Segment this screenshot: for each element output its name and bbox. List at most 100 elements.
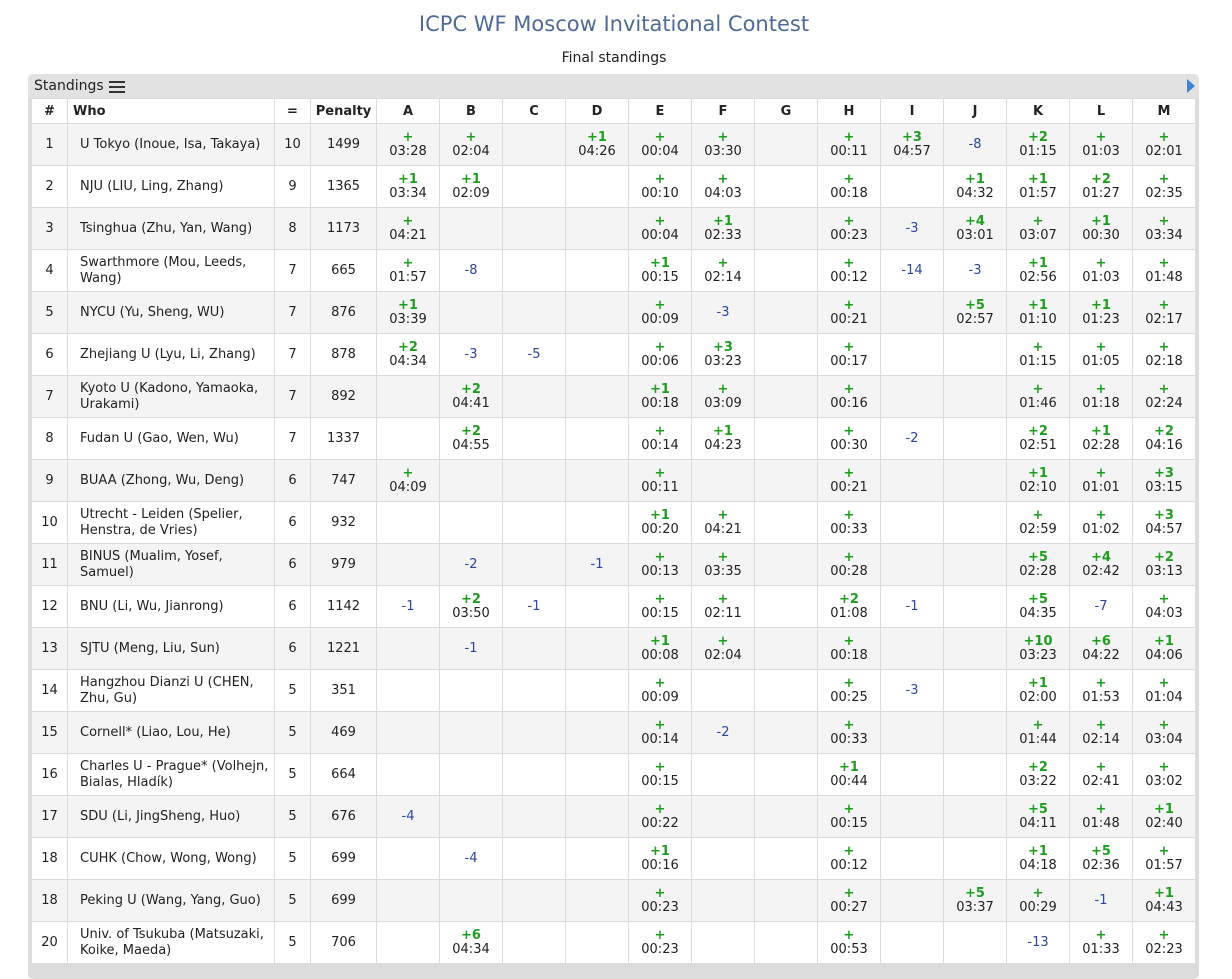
problem-cell — [377, 670, 439, 711]
problem-cell — [566, 796, 628, 837]
column-header-d[interactable]: D — [566, 99, 628, 123]
column-header-rank[interactable]: # — [32, 99, 67, 123]
column-header-c[interactable]: C — [503, 99, 565, 123]
problem-cell — [692, 796, 754, 837]
problem-cell: +4 03:01 — [944, 208, 1006, 249]
team-name[interactable]: BINUS (Mualim, Yosef, Samuel) — [68, 544, 274, 585]
accepted-mark: + — [654, 213, 666, 229]
problem-cell — [503, 754, 565, 795]
team-name[interactable]: Zhejiang U (Lyu, Li, Zhang) — [68, 334, 274, 375]
problem-cell: +01:02 — [1070, 502, 1132, 543]
accepted-mark: + — [843, 507, 855, 523]
problem-cell: +01:53 — [1070, 670, 1132, 711]
problem-cell — [755, 250, 817, 291]
problem-cell — [503, 838, 565, 879]
team-name[interactable]: Cornell* (Liao, Lou, He) — [68, 712, 274, 753]
team-name[interactable]: Kyoto U (Kadono, Yamaoka, Urakami) — [68, 376, 274, 417]
problem-cell: +2 04:16 — [1133, 418, 1195, 459]
team-name[interactable]: Peking U (Wang, Yang, Guo) — [68, 880, 274, 921]
solve-time: 02:28 — [1019, 563, 1057, 579]
problem-cell: +00:15 — [629, 754, 691, 795]
column-header-k[interactable]: K — [1007, 99, 1069, 123]
team-name[interactable]: CUHK (Chow, Wong, Wong) — [68, 838, 274, 879]
solve-time: 03:07 — [1019, 227, 1057, 243]
problem-cell: +00:27 — [818, 880, 880, 921]
problem-cell — [440, 670, 502, 711]
column-header-i[interactable]: I — [881, 99, 943, 123]
penalty-cell: 351 — [311, 670, 376, 711]
column-header-j[interactable]: J — [944, 99, 1006, 123]
team-name[interactable]: U Tokyo (Inoue, Isa, Takaya) — [68, 124, 274, 165]
accepted-mark: + — [1095, 927, 1107, 943]
column-header-who[interactable]: Who — [68, 99, 274, 123]
problem-cell — [503, 292, 565, 333]
problem-cell — [503, 796, 565, 837]
accepted-mark: + — [717, 633, 729, 649]
team-name[interactable]: BNU (Li, Wu, Jianrong) — [68, 586, 274, 627]
problem-cell — [755, 544, 817, 585]
problem-cell — [566, 376, 628, 417]
problem-cell — [566, 586, 628, 627]
solve-time: 01:10 — [1019, 311, 1057, 327]
problem-cell: -2 — [881, 418, 943, 459]
arrow-right-icon[interactable] — [1187, 79, 1195, 93]
team-name[interactable]: Tsinghua (Zhu, Yan, Wang) — [68, 208, 274, 249]
problem-cell: +02:35 — [1133, 166, 1195, 207]
problem-cell — [755, 880, 817, 921]
table-row: 14 Hangzhou Dianzi U (CHEN, Zhu, Gu) 5 351 +… — [32, 670, 1195, 711]
table-row: 17 SDU (Li, JingSheng, Huo) 5 676 -4 +00:22 +0… — [32, 796, 1195, 837]
problem-cell — [566, 712, 628, 753]
column-header-penalty[interactable]: Penalty — [311, 99, 376, 123]
problem-cell: +5 02:57 — [944, 292, 1006, 333]
accepted-mark: +2 — [461, 591, 481, 607]
column-header-m[interactable]: M — [1133, 99, 1195, 123]
accepted-mark: + — [843, 129, 855, 145]
problem-cell: +5 02:36 — [1070, 838, 1132, 879]
problem-cell — [755, 796, 817, 837]
rank-cell: 18 — [32, 838, 67, 879]
problem-cell — [503, 376, 565, 417]
solve-time: 03:50 — [452, 605, 490, 621]
team-name[interactable]: BUAA (Zhong, Wu, Deng) — [68, 460, 274, 501]
team-name[interactable]: NYCU (Yu, Sheng, WU) — [68, 292, 274, 333]
team-name[interactable]: SDU (Li, JingSheng, Huo) — [68, 796, 274, 837]
solve-time: 03:22 — [1019, 773, 1057, 789]
team-name[interactable]: SJTU (Meng, Liu, Sun) — [68, 628, 274, 669]
team-name[interactable]: Utrecht - Leiden (Spelier, Henstra, de V… — [68, 502, 274, 543]
column-header-solved[interactable]: = — [275, 99, 310, 123]
problem-cell — [944, 712, 1006, 753]
problem-cell: -3 — [881, 670, 943, 711]
column-header-l[interactable]: L — [1070, 99, 1132, 123]
team-name[interactable]: Hangzhou Dianzi U (CHEN, Zhu, Gu) — [68, 670, 274, 711]
column-header-a[interactable]: A — [377, 99, 439, 123]
team-name[interactable]: Charles U - Prague* (Volhejn, Bialas, Hl… — [68, 754, 274, 795]
problem-cell: -7 — [1070, 586, 1132, 627]
solve-time: 04:34 — [452, 941, 490, 957]
problem-cell: +2 03:22 — [1007, 754, 1069, 795]
problem-cell — [503, 628, 565, 669]
solve-time: 04:43 — [1145, 899, 1183, 915]
team-name[interactable]: NJU (LIU, Ling, Zhang) — [68, 166, 274, 207]
problem-cell: -2 — [692, 712, 754, 753]
accepted-mark: + — [717, 171, 729, 187]
column-header-g[interactable]: G — [755, 99, 817, 123]
column-header-e[interactable]: E — [629, 99, 691, 123]
problem-cell — [944, 586, 1006, 627]
solve-time: 04:03 — [1145, 605, 1183, 621]
accepted-mark: +1 — [1028, 255, 1048, 271]
column-header-h[interactable]: H — [818, 99, 880, 123]
accepted-mark: + — [717, 255, 729, 271]
problem-cell — [881, 880, 943, 921]
problem-cell — [503, 250, 565, 291]
team-name[interactable]: Swarthmore (Mou, Leeds, Wang) — [68, 250, 274, 291]
team-name[interactable]: Univ. of Tsukuba (Matsuzaki, Koike, Maed… — [68, 922, 274, 963]
problem-cell — [566, 334, 628, 375]
problem-cell — [440, 460, 502, 501]
accepted-mark: + — [1158, 591, 1170, 607]
list-icon[interactable] — [109, 81, 125, 93]
column-header-b[interactable]: B — [440, 99, 502, 123]
team-name[interactable]: Fudan U (Gao, Wen, Wu) — [68, 418, 274, 459]
problem-cell — [881, 628, 943, 669]
solve-time: 02:04 — [704, 647, 742, 663]
column-header-f[interactable]: F — [692, 99, 754, 123]
